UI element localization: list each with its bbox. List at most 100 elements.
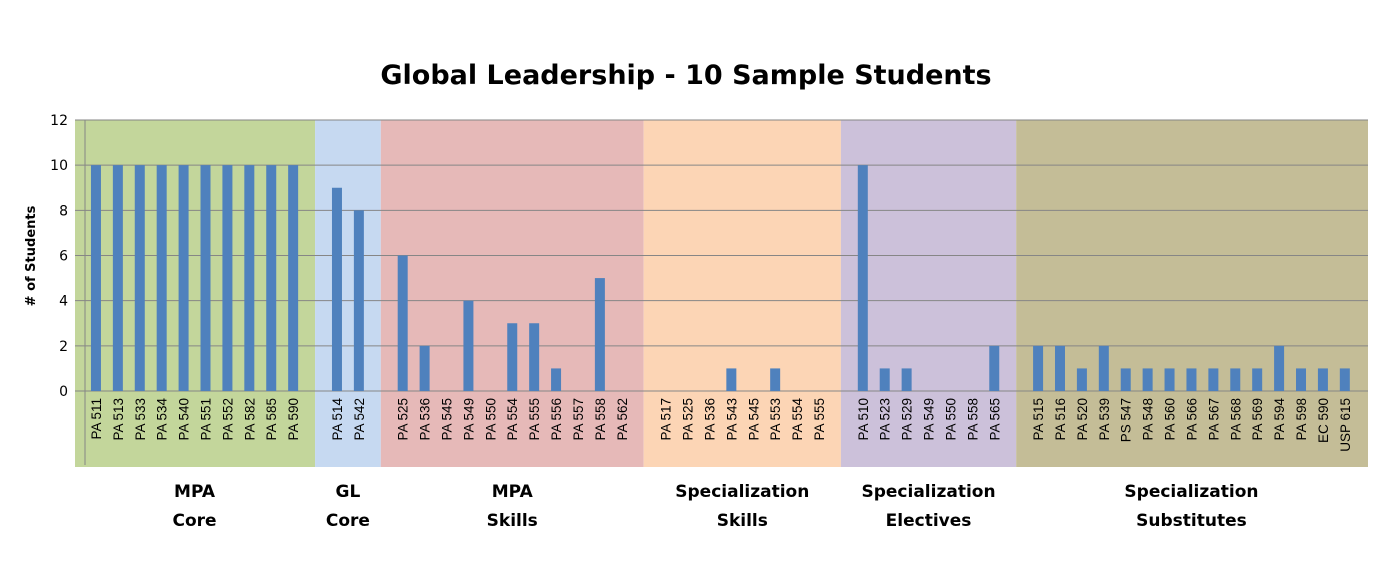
x-tick-label: PA 529 bbox=[900, 398, 915, 441]
group-label-line1: GL bbox=[336, 482, 361, 502]
y-axis-label: # of Students bbox=[24, 205, 39, 306]
x-tick-label: PA 565 bbox=[987, 398, 1002, 441]
x-tick-label: PA 558 bbox=[965, 398, 980, 441]
x-tick-label: PA 545 bbox=[440, 398, 455, 441]
y-tick-label: 8 bbox=[59, 203, 68, 219]
x-tick-label: PA 555 bbox=[527, 398, 542, 441]
bar bbox=[507, 323, 518, 391]
bar bbox=[594, 278, 605, 391]
x-tick-label: PA 568 bbox=[1228, 398, 1243, 441]
y-tick-label: 0 bbox=[59, 384, 68, 400]
group-label-line1: MPA bbox=[492, 482, 534, 502]
group-band bbox=[643, 120, 841, 467]
x-tick-label: PA 594 bbox=[1272, 398, 1287, 441]
x-tick-label: PA 569 bbox=[1250, 398, 1265, 441]
bar bbox=[529, 323, 540, 391]
y-tick-label: 12 bbox=[50, 113, 68, 129]
x-tick-label: PA 566 bbox=[1184, 398, 1199, 441]
bar bbox=[1054, 345, 1065, 391]
y-tick-label: 4 bbox=[59, 294, 68, 310]
group-label-line1: MPA bbox=[174, 482, 216, 502]
bar bbox=[419, 345, 430, 391]
bar bbox=[1208, 368, 1219, 391]
bar bbox=[112, 165, 123, 391]
bar bbox=[244, 165, 255, 391]
bar bbox=[463, 300, 474, 391]
bar bbox=[222, 165, 233, 391]
x-tick-label: PA 511 bbox=[89, 398, 104, 440]
bar bbox=[1164, 368, 1175, 391]
x-tick-label: PA 545 bbox=[746, 398, 761, 441]
x-tick-label: PA 585 bbox=[264, 398, 279, 441]
group-label-line2: Core bbox=[173, 511, 217, 531]
bar bbox=[90, 165, 101, 391]
chart-title: Global Leadership - 10 Sample Students bbox=[380, 60, 991, 91]
bar bbox=[266, 165, 277, 391]
x-tick-label: PA 533 bbox=[133, 398, 148, 441]
group-label-line1: Specialization bbox=[1124, 482, 1258, 502]
bar bbox=[331, 187, 342, 391]
x-tick-label: PA 550 bbox=[943, 398, 958, 441]
group-label-line2: Skills bbox=[487, 511, 538, 531]
x-tick-label: PA 549 bbox=[461, 398, 476, 441]
x-tick-label: PA 590 bbox=[286, 398, 301, 441]
x-tick-label: PA 582 bbox=[242, 398, 257, 441]
x-tick-label: PA 523 bbox=[878, 398, 893, 441]
x-tick-label: USP 615 bbox=[1338, 398, 1353, 452]
x-tick-label: PA 567 bbox=[1206, 398, 1221, 441]
group-band bbox=[1016, 120, 1368, 467]
x-tick-label: PA 515 bbox=[1031, 398, 1046, 441]
x-tick-label: PA 548 bbox=[1141, 398, 1156, 441]
x-tick-label: PA 555 bbox=[812, 398, 827, 441]
x-tick-label: PA 514 bbox=[330, 398, 345, 441]
group-label-line2: Electives bbox=[886, 511, 972, 531]
bar bbox=[1076, 368, 1087, 391]
x-tick-label: PA 551 bbox=[199, 398, 214, 441]
x-tick-label: PA 536 bbox=[418, 398, 433, 441]
x-tick-label: EC 590 bbox=[1316, 398, 1331, 443]
x-tick-label: PA 556 bbox=[549, 398, 564, 441]
group-label-line2: Substitutes bbox=[1136, 511, 1247, 531]
bar bbox=[989, 345, 1000, 391]
x-tick-label: PA 550 bbox=[483, 398, 498, 441]
x-tick-label: PA 562 bbox=[615, 398, 630, 441]
bar bbox=[901, 368, 912, 391]
bar bbox=[1230, 368, 1241, 391]
x-tick-label: PA 539 bbox=[1097, 398, 1112, 441]
bar bbox=[1339, 368, 1350, 391]
bar bbox=[397, 255, 408, 391]
bar bbox=[1142, 368, 1153, 391]
x-tick-label: PA 513 bbox=[111, 398, 126, 441]
x-tick-label: PA 553 bbox=[768, 398, 783, 441]
x-tick-label: PA 525 bbox=[396, 398, 411, 441]
bar bbox=[726, 368, 737, 391]
group-band bbox=[315, 120, 381, 467]
bar bbox=[857, 165, 868, 391]
x-tick-label: PA 517 bbox=[659, 398, 674, 441]
bars bbox=[90, 165, 1350, 391]
group-label-line2: Skills bbox=[717, 511, 768, 531]
bar bbox=[200, 165, 211, 391]
x-tick-label: PA 525 bbox=[681, 398, 696, 441]
x-tick-label: PA 557 bbox=[571, 398, 586, 441]
bar bbox=[353, 210, 364, 391]
bar bbox=[134, 165, 145, 391]
bar bbox=[551, 368, 562, 391]
bar bbox=[156, 165, 167, 391]
bar bbox=[1317, 368, 1328, 391]
x-tick-label: PA 554 bbox=[505, 398, 520, 441]
bar bbox=[178, 165, 189, 391]
bar bbox=[1296, 368, 1307, 391]
y-axis-ticks: 0 2 4 6 8 10 12 bbox=[50, 113, 68, 400]
group-label-line1: Specialization bbox=[861, 482, 995, 502]
bar bbox=[1033, 345, 1044, 391]
bar bbox=[1120, 368, 1131, 391]
x-tick-label: PA 536 bbox=[702, 398, 717, 441]
bar bbox=[1186, 368, 1197, 391]
group-label-line2: Core bbox=[326, 511, 370, 531]
bar bbox=[1274, 345, 1285, 391]
bar bbox=[1098, 345, 1109, 391]
bar bbox=[770, 368, 781, 391]
y-tick-label: 6 bbox=[59, 249, 68, 265]
